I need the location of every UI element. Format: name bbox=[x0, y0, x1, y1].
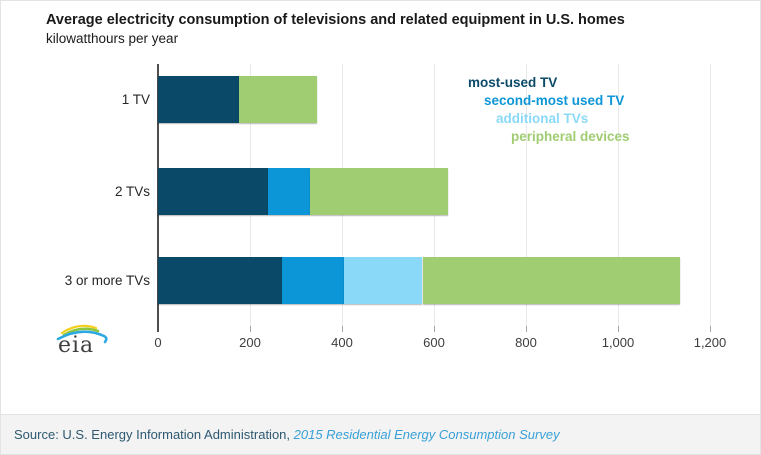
gridline bbox=[710, 64, 711, 326]
legend-item: second-most used TV bbox=[484, 93, 625, 108]
source-text: Source: U.S. Energy Information Administ… bbox=[14, 427, 294, 442]
bar-segment bbox=[238, 76, 317, 123]
category-label: 2 TVs bbox=[114, 183, 150, 199]
axis-tick bbox=[710, 326, 711, 332]
chart-subtitle: kilowatthours per year bbox=[46, 31, 179, 46]
source-line: Source: U.S. Energy Information Administ… bbox=[14, 427, 560, 442]
legend-item: most-used TV bbox=[468, 75, 558, 90]
x-tick-label: 600 bbox=[423, 335, 445, 350]
eia-logo-swoosh bbox=[56, 324, 108, 344]
axis-tick bbox=[434, 326, 435, 332]
x-tick-label: 400 bbox=[331, 335, 353, 350]
axis-tick bbox=[618, 326, 619, 332]
bar-segment bbox=[158, 257, 283, 304]
source-link[interactable]: 2015 Residential Energy Consumption Surv… bbox=[293, 427, 560, 442]
axis-tick bbox=[342, 326, 343, 332]
bar-segment bbox=[268, 168, 310, 215]
axis-tick bbox=[526, 326, 527, 332]
gridline bbox=[618, 64, 619, 326]
bar-segment bbox=[282, 257, 345, 304]
category-label: 3 or more TVs bbox=[64, 272, 150, 288]
x-tick-label: 800 bbox=[515, 335, 537, 350]
x-tick-label: 0 bbox=[154, 335, 162, 350]
bar-segment bbox=[158, 76, 239, 123]
legend-item: peripheral devices bbox=[511, 129, 630, 144]
category-label: 1 TV bbox=[121, 91, 150, 107]
chart-title: Average electricity consumption of telev… bbox=[46, 12, 625, 28]
eia-logo-text: eia bbox=[58, 333, 95, 358]
eia-logo: eia bbox=[52, 320, 112, 362]
gridline bbox=[526, 64, 527, 326]
axis-tick bbox=[250, 326, 251, 332]
x-tick-label: 1,000 bbox=[601, 335, 635, 350]
bar-segment bbox=[309, 168, 448, 215]
x-tick-label: 200 bbox=[239, 335, 261, 350]
legend-item: additional TVs bbox=[496, 111, 589, 126]
bar-segment bbox=[422, 257, 681, 304]
source-footer: Source: U.S. Energy Information Administ… bbox=[1, 414, 760, 454]
x-tick-label: 1,200 bbox=[693, 335, 727, 350]
bar-segment bbox=[344, 257, 423, 304]
bar-segment bbox=[158, 168, 269, 215]
